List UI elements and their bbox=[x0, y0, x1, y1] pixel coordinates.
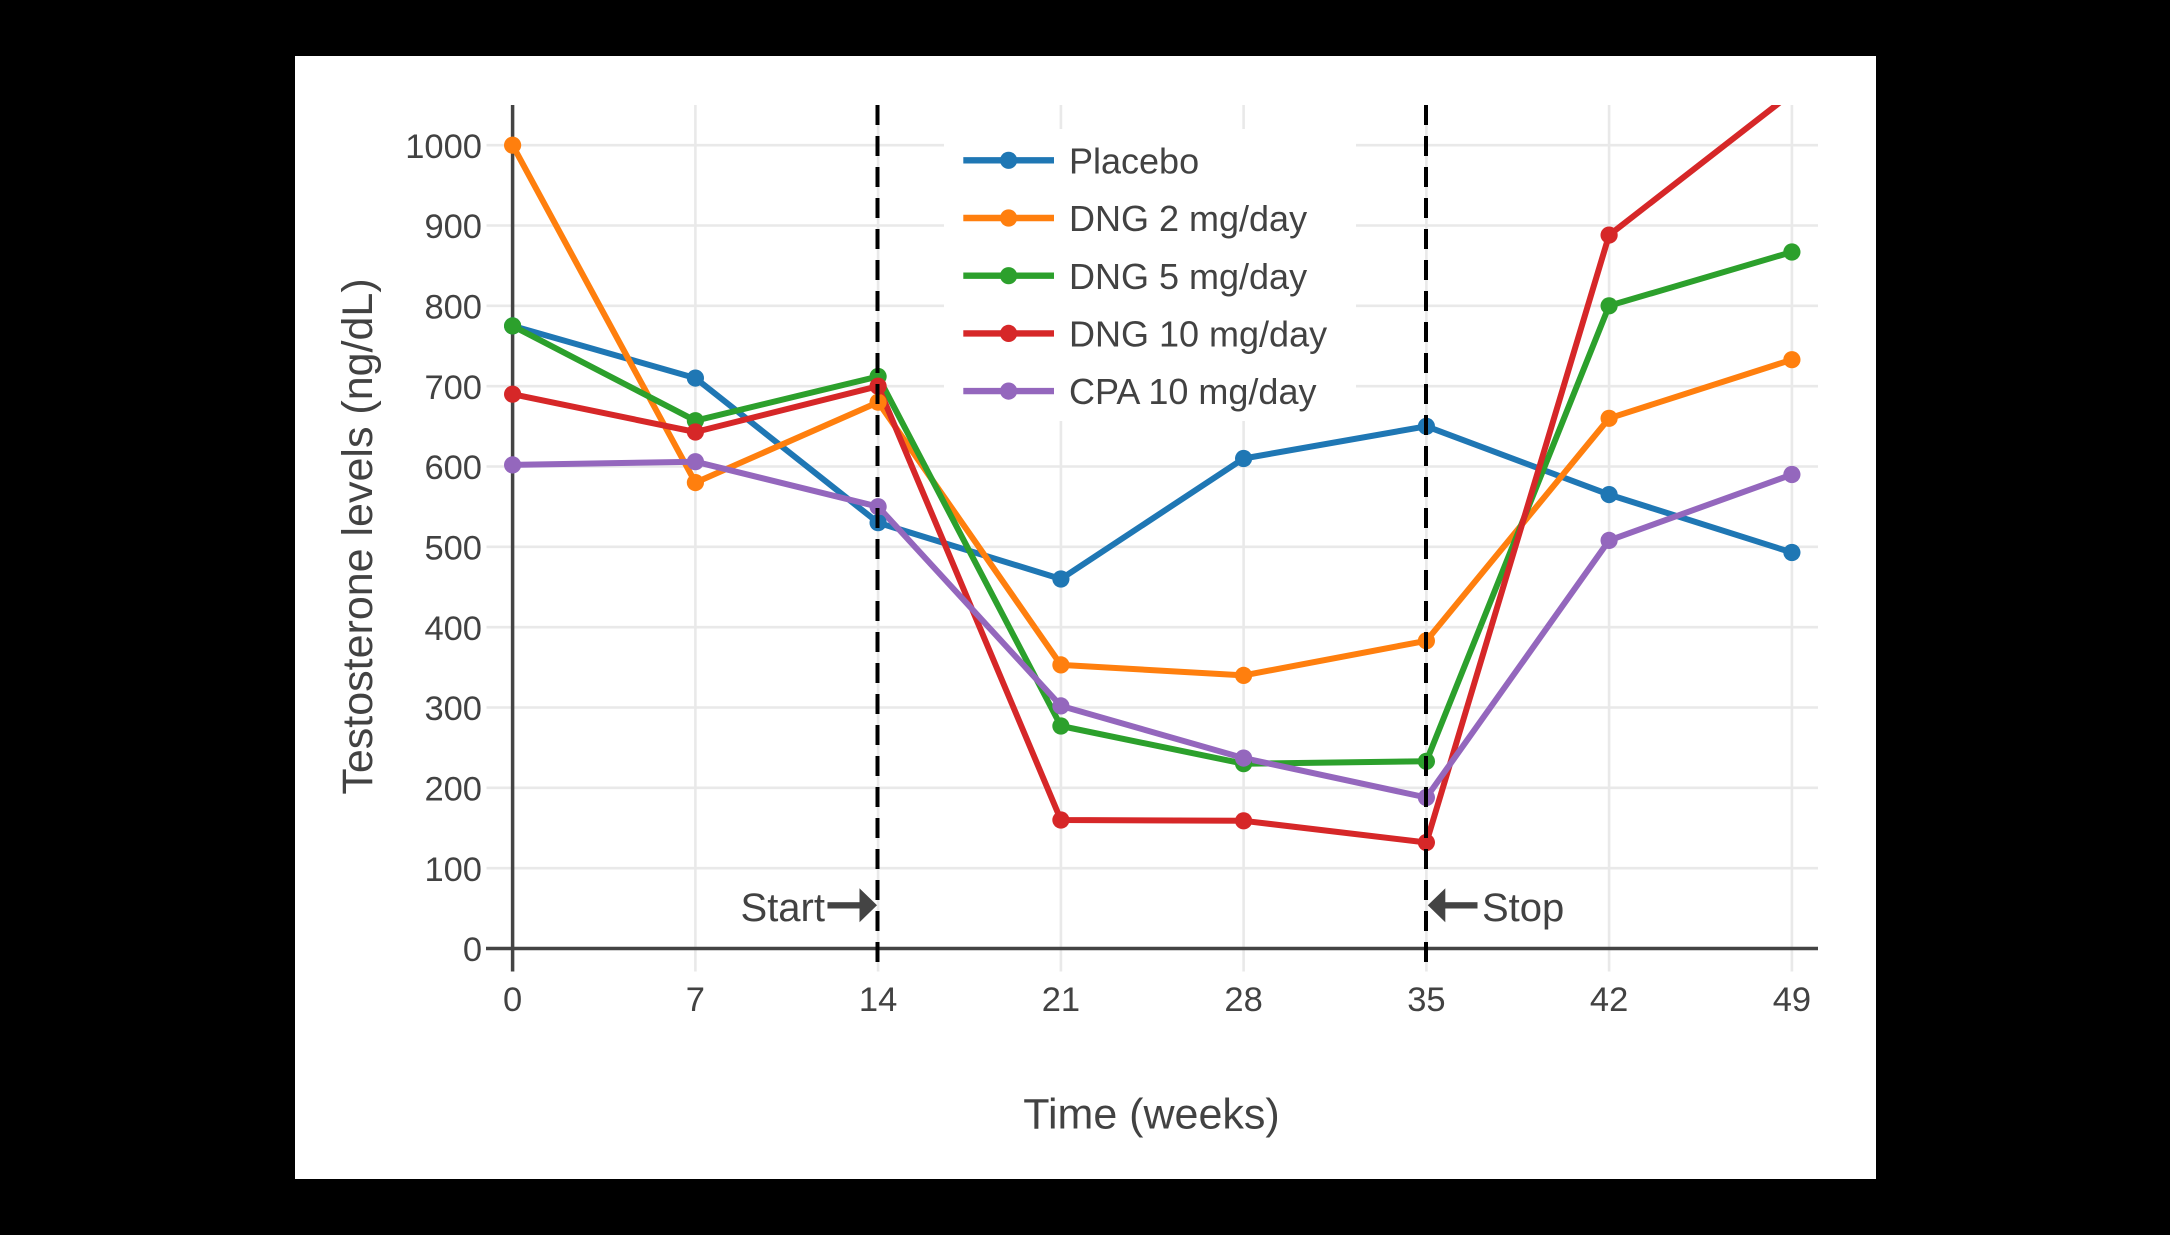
svg-text:Start: Start bbox=[741, 886, 825, 930]
svg-text:700: 700 bbox=[424, 369, 482, 407]
svg-text:Time (weeks): Time (weeks) bbox=[1023, 1091, 1279, 1139]
svg-text:Stop: Stop bbox=[1482, 886, 1564, 930]
svg-text:42: 42 bbox=[1590, 981, 1628, 1019]
svg-text:200: 200 bbox=[424, 770, 482, 808]
svg-text:7: 7 bbox=[686, 981, 705, 1019]
svg-text:35: 35 bbox=[1407, 981, 1445, 1019]
svg-text:0: 0 bbox=[503, 981, 522, 1019]
svg-text:600: 600 bbox=[424, 449, 482, 487]
svg-text:Placebo: Placebo bbox=[1069, 140, 1199, 181]
svg-text:DNG 10 mg/day: DNG 10 mg/day bbox=[1069, 314, 1327, 355]
svg-text:49: 49 bbox=[1773, 981, 1811, 1019]
svg-text:28: 28 bbox=[1224, 981, 1262, 1019]
svg-text:300: 300 bbox=[424, 690, 482, 728]
svg-text:900: 900 bbox=[424, 208, 482, 246]
svg-text:0: 0 bbox=[463, 931, 482, 969]
svg-text:800: 800 bbox=[424, 288, 482, 326]
svg-text:DNG 2 mg/day: DNG 2 mg/day bbox=[1069, 198, 1307, 239]
svg-text:500: 500 bbox=[424, 529, 482, 567]
svg-text:1000: 1000 bbox=[405, 128, 482, 166]
svg-text:DNG 5 mg/day: DNG 5 mg/day bbox=[1069, 256, 1307, 297]
svg-text:100: 100 bbox=[424, 851, 482, 889]
svg-text:CPA 10 mg/day: CPA 10 mg/day bbox=[1069, 371, 1316, 412]
svg-text:400: 400 bbox=[424, 610, 482, 648]
svg-text:21: 21 bbox=[1042, 981, 1080, 1019]
svg-text:Testosterone levels (ng/dL): Testosterone levels (ng/dL) bbox=[334, 278, 382, 794]
svg-text:14: 14 bbox=[859, 981, 897, 1019]
